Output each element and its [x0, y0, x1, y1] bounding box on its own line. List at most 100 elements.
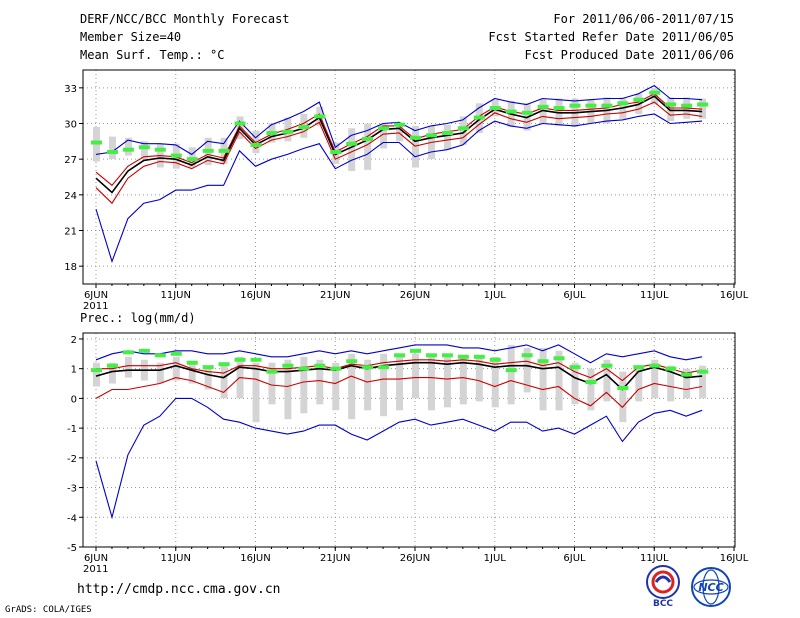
x-tick-label: 26JUN — [400, 553, 430, 564]
spread-box — [523, 347, 531, 393]
climate-marker — [282, 129, 294, 134]
y-tick-label: 30 — [64, 120, 77, 131]
y-tick-label: -1 — [67, 424, 77, 435]
y-tick-label: 33 — [64, 84, 77, 95]
spread-box — [475, 356, 483, 402]
climate-marker — [250, 142, 262, 147]
spread-box — [651, 359, 659, 399]
spread-box — [635, 365, 643, 402]
chart-title: DERF/NCC/BCC Monthly Forecast — [80, 12, 290, 26]
climate-marker — [122, 147, 134, 152]
source-url[interactable]: http://cmdp.ncc.cma.gov.cn — [77, 582, 281, 597]
climate-marker — [106, 363, 118, 368]
climate-marker — [473, 354, 485, 359]
climate-marker — [186, 157, 198, 162]
spread-box — [364, 123, 372, 170]
x-tick-label: 11JUL — [640, 290, 669, 301]
climate-marker — [218, 148, 230, 153]
spread-box — [555, 350, 563, 411]
climate-marker — [521, 353, 533, 358]
spread-box — [427, 353, 435, 411]
spread-box — [459, 116, 467, 145]
climate-marker — [649, 90, 661, 95]
climate-marker — [601, 103, 613, 108]
climate-marker — [330, 150, 342, 155]
spread-box — [603, 359, 611, 402]
spread-box — [380, 353, 388, 417]
spread-box — [140, 141, 148, 160]
y-tick-label: 0 — [71, 394, 77, 405]
climate-marker — [505, 109, 517, 114]
climate-marker — [553, 106, 565, 111]
climate-marker — [537, 359, 549, 364]
spread-box — [380, 123, 388, 149]
x-tick-label: 6JUN — [84, 553, 108, 564]
climate-marker — [665, 102, 677, 107]
spread-box — [619, 371, 627, 423]
climate-marker — [505, 368, 517, 373]
ncc-logo-text: NCC — [698, 581, 723, 594]
climate-marker — [218, 362, 230, 367]
x-tick-label: 16JUN — [240, 290, 270, 301]
climate-marker — [330, 366, 342, 371]
spread-box — [284, 359, 292, 420]
climate-marker — [425, 133, 437, 138]
climate-marker — [122, 350, 134, 355]
climate-marker — [202, 365, 214, 370]
spread-box — [587, 368, 595, 411]
climate-marker — [489, 106, 501, 111]
spread-box — [268, 362, 276, 405]
x-tick-label: 21JUN — [320, 290, 350, 301]
spread-box — [443, 124, 451, 150]
climate-marker — [106, 150, 118, 155]
x-tick-label: 16JUN — [240, 553, 270, 564]
climate-marker — [425, 353, 437, 358]
climate-marker — [234, 357, 246, 362]
climate-marker — [681, 372, 693, 377]
plot-frame — [82, 69, 736, 285]
climate-marker — [282, 363, 294, 368]
climate-marker — [697, 102, 709, 107]
climate-marker — [298, 125, 310, 130]
spread-box — [348, 353, 356, 420]
climate-marker — [601, 363, 613, 368]
spread-box — [507, 344, 515, 405]
climate-marker — [378, 126, 390, 131]
y-tick-label: -5 — [67, 543, 77, 554]
x-tick-label: 21JUN — [320, 553, 350, 564]
climate-marker — [202, 148, 214, 153]
spread-box — [316, 359, 324, 405]
spread-box — [124, 356, 132, 378]
climate-marker — [665, 366, 677, 371]
climate-marker — [234, 121, 246, 126]
x-tick-label: 6JUN — [84, 290, 108, 301]
spread-box — [108, 362, 116, 384]
y-tick-label: -4 — [67, 513, 77, 524]
climate-marker — [346, 359, 358, 364]
spread-box — [188, 362, 196, 384]
x-tick-label: 11JUN — [161, 553, 191, 564]
spread-box — [172, 356, 180, 381]
climate-marker — [91, 368, 102, 373]
climate-marker — [298, 366, 310, 371]
climate-marker — [521, 110, 533, 115]
climate-marker — [362, 136, 374, 141]
forecast-start-date: Fcst Started Refer Date 2011/06/05 — [488, 30, 734, 44]
climate-marker — [649, 363, 661, 368]
climate-marker — [170, 351, 182, 356]
climate-marker — [473, 115, 485, 120]
spread-box — [396, 123, 404, 142]
spread-box — [667, 365, 675, 402]
climate-marker — [681, 103, 693, 108]
spread-box — [220, 365, 228, 399]
member-size-label: Member Size=40 — [80, 30, 182, 44]
series-max-line — [95, 344, 703, 364]
spread-box — [252, 362, 260, 423]
y-tick-label: -3 — [67, 484, 77, 495]
climate-marker — [537, 104, 549, 109]
climate-marker — [633, 97, 645, 102]
x-tick-label: 1JUL — [484, 290, 507, 301]
climate-marker — [697, 369, 709, 374]
